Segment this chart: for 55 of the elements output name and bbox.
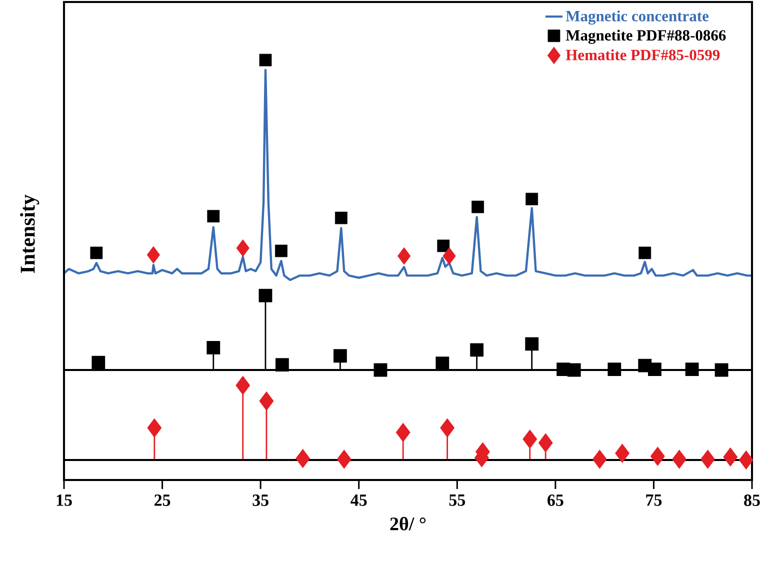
point [206, 340, 220, 354]
point [650, 447, 665, 466]
point [147, 418, 162, 438]
point [538, 434, 553, 452]
point [396, 423, 410, 442]
point [259, 54, 272, 66]
point [334, 212, 348, 224]
x-tick-label: 45 [350, 494, 367, 506]
point [714, 363, 728, 377]
legend-label: Magnetite PDF#88-0866 [566, 30, 726, 44]
point [90, 246, 103, 260]
point [567, 363, 581, 377]
point [259, 392, 274, 410]
point [442, 247, 456, 265]
point [275, 358, 289, 372]
point [638, 246, 652, 260]
point [608, 362, 622, 376]
point [522, 430, 537, 448]
x-tick-label: 55 [449, 494, 466, 506]
point [374, 363, 388, 377]
x-tick-label: 35 [252, 494, 268, 506]
x-tick-label: 75 [646, 494, 662, 506]
point [258, 288, 272, 302]
point [472, 200, 484, 214]
point [207, 210, 220, 222]
point [470, 343, 484, 357]
point [146, 246, 160, 264]
point [92, 356, 106, 370]
point [275, 244, 288, 258]
point [526, 192, 538, 206]
point [440, 418, 454, 438]
point [723, 448, 738, 466]
x-tick-label: 15 [56, 494, 72, 506]
point [592, 450, 607, 468]
point [337, 450, 352, 468]
point [333, 349, 347, 363]
point [700, 450, 715, 468]
point [525, 337, 539, 351]
point [615, 444, 630, 462]
point [398, 247, 411, 265]
point [296, 449, 310, 468]
point [685, 362, 699, 376]
x-tick-label: 25 [154, 494, 170, 506]
x-tick-label: 85 [744, 494, 760, 506]
legend-label: Magnetic concentrate [566, 10, 709, 25]
point [436, 356, 450, 370]
y-axis-title: Intensity [20, 194, 40, 274]
point [437, 240, 450, 252]
x-axis-title: 2θ/ ° [390, 516, 426, 530]
x-tick-label: 65 [548, 494, 564, 506]
legend-label: Hematite PDF#85-0599 [566, 49, 720, 60]
point [236, 376, 250, 395]
point [236, 239, 250, 257]
point [672, 450, 686, 468]
point [648, 362, 662, 376]
